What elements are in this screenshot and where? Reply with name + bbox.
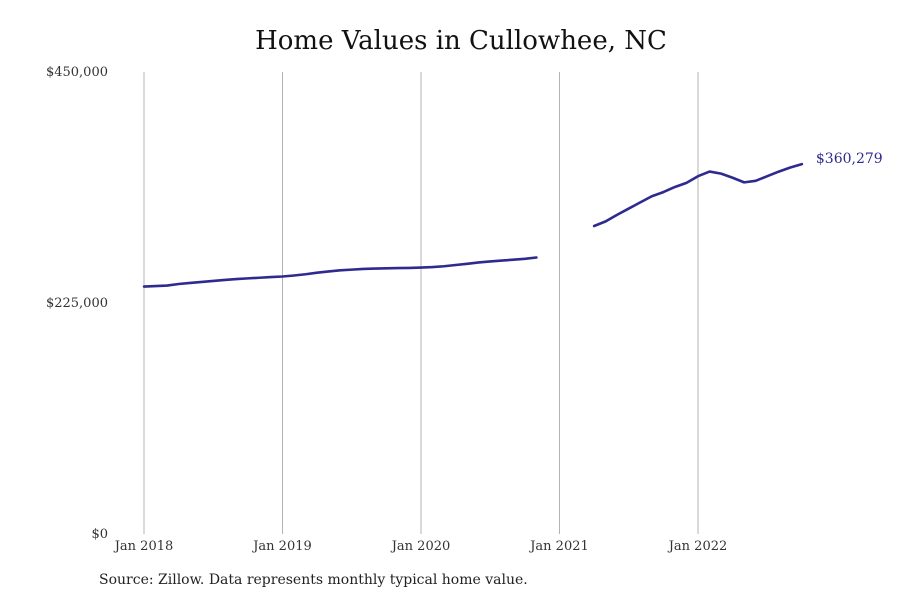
series-layer [142,162,804,288]
x-tick-label: Jan 2020 [390,539,451,554]
series-line [592,162,804,228]
y-axis: $0 $225,000 $450,000 [46,65,108,542]
y-tick-label: $0 [91,527,108,542]
series-line [142,256,538,288]
source-note: Source: Zillow. Data represents monthly … [99,572,528,588]
annotation-layer: $360,279 [816,151,883,167]
x-axis: Jan 2018 Jan 2019 Jan 2020 Jan 2021 Jan 2022 [113,539,728,554]
x-tick-label: Jan 2021 [528,539,589,554]
end-value-label: $360,279 [816,151,883,167]
x-tick-label: Jan 2022 [667,539,728,554]
x-tick-label: Jan 2018 [113,539,174,554]
y-tick-label: $225,000 [46,296,108,311]
y-tick-label: $450,000 [46,65,108,80]
grid-layer [143,72,699,534]
chart-title: Home Values in Cullowhee, NC [255,26,667,56]
x-tick-label: Jan 2019 [251,539,312,554]
